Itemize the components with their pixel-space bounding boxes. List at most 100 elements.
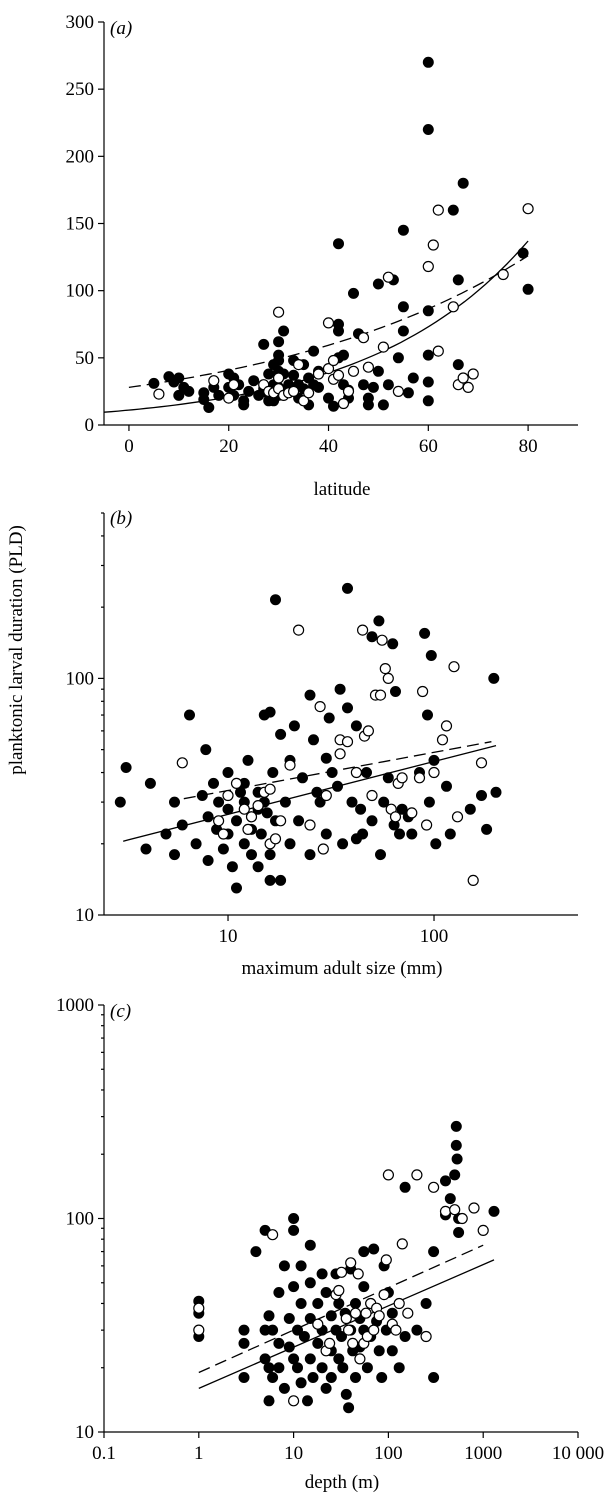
panel-c-point-filled [238, 1337, 250, 1349]
panel-a-point-open [457, 372, 469, 384]
panel-a-point-filled [422, 56, 434, 68]
panel-a-point-filled [407, 372, 419, 384]
panel-a-point-open [337, 397, 350, 410]
panel-c-letter: (c) [110, 1001, 131, 1022]
panel-c: (c) 10 100 1000 0.1 1 10 100 1000 10 000 depth (… [56, 995, 604, 1493]
panel-c-y-tick-label: 1000 [56, 995, 94, 1016]
panel-c-point-filled [399, 1181, 411, 1193]
panel-b-point-filled [270, 594, 281, 606]
panel-c-point-filled [263, 1310, 275, 1322]
panel-b-point-filled [169, 796, 180, 808]
panel-c-point-filled [238, 1372, 250, 1383]
panel-a-point-filled [203, 402, 215, 413]
panel-a-point-open [382, 271, 394, 283]
panel-c-point-open [428, 1181, 440, 1193]
panel-a-point-filled [422, 349, 434, 361]
panel-c-point-filled [278, 1260, 290, 1272]
panel-a-axes: 0 50 100 150 200 250 300 0 20 40 60 80 [66, 12, 578, 457]
panel-c-point-open [382, 1169, 394, 1181]
panel-c-point-open [477, 1224, 489, 1237]
panel-b-point-filled [255, 828, 267, 840]
panel-c-y-tick-label: 100 [66, 1209, 95, 1230]
panel-a-point-filled [338, 349, 349, 361]
panel-c-point-filled [428, 1246, 440, 1258]
panel-a-point-filled [248, 375, 260, 387]
panel-c-point-filled [316, 1268, 328, 1280]
panel-c-point-filled [283, 1313, 295, 1324]
panel-a-x-tick-label: 80 [519, 436, 538, 457]
panel-c-point-filled [368, 1243, 380, 1255]
panel-c-point-filled [376, 1372, 388, 1383]
panel-a-points [148, 56, 534, 413]
panel-c-point-filled [343, 1402, 355, 1414]
panel-b-point-filled [275, 874, 287, 886]
panel-b-point-open [467, 874, 479, 887]
panel-b-point-open [350, 766, 362, 779]
panel-b-point-filled [208, 777, 219, 789]
panel-b-point-open [440, 720, 453, 732]
panel-c-point-filled [450, 1120, 462, 1132]
panel-b-point-filled [196, 790, 208, 801]
panel-a-y-tick-label: 250 [66, 79, 95, 100]
panel-a-point-filled [367, 381, 379, 393]
panel-c-axes: 10 100 1000 0.1 1 10 100 1000 10 000 [56, 995, 604, 1464]
panel-b-point-filled [311, 786, 323, 798]
panel-b-point-filled [114, 796, 126, 808]
panel-a-point-filled [447, 204, 459, 216]
panel-a-point-filled [377, 399, 389, 411]
panel-c-point-filled [320, 1382, 332, 1394]
panel-b-x-tick-label: 100 [420, 926, 449, 947]
panel-a-y-tick-label: 300 [66, 12, 95, 33]
panel-c-point-filled [316, 1362, 328, 1374]
panel-a-fit-dashed [128, 255, 529, 389]
panel-b-x-tick-label: 10 [219, 926, 238, 947]
panel-a-point-open [322, 317, 335, 329]
panel-c-point-filled [358, 1246, 370, 1258]
panel-b-point-filled [120, 762, 132, 773]
panel-a-point-filled [397, 224, 409, 236]
panel-b-point-filled [488, 672, 500, 684]
panel-b-y-tick-label: 10 [75, 905, 94, 926]
panel-c-point-open [468, 1202, 480, 1214]
panel-a-point-filled [457, 177, 469, 189]
panel-a-y-tick-label: 50 [75, 348, 94, 369]
panel-c-point-open [449, 1204, 461, 1216]
panel-b-point-filled [390, 686, 401, 697]
panel-c-y-tick-label: 10 [75, 1422, 94, 1443]
panel-b-point-open [366, 789, 378, 802]
panel-c-point-filled [273, 1287, 285, 1298]
panel-a-point-filled [372, 278, 384, 290]
panel-b-point-open [362, 725, 374, 737]
panel-c-point-open [352, 1268, 364, 1280]
panel-c-fit-dashed [198, 1244, 484, 1374]
panel-c-point-filled [288, 1281, 300, 1293]
panel-a-point-open [208, 375, 220, 387]
panel-c-point-open [439, 1205, 452, 1218]
panel-b-point-open [396, 772, 408, 784]
panel-b-point-filled [231, 882, 242, 894]
panel-b-point-filled [373, 615, 385, 627]
panel-a-x-axis-title: latitude [314, 479, 371, 500]
panel-a-point-open [497, 268, 509, 281]
panel-b-point-filled [441, 780, 452, 792]
panel-b-point-open [245, 811, 258, 823]
panel-c-point-filled [263, 1395, 275, 1407]
panel-c-point-open [335, 1266, 348, 1278]
panel-b-point-filled [144, 777, 156, 789]
panel-a-point-open [392, 385, 404, 397]
panel-c-point-filled [292, 1324, 303, 1336]
panel-a-point-filled [402, 387, 414, 399]
panel-b-point-open [421, 819, 433, 831]
panel-c-point-filled [295, 1377, 307, 1389]
panel-c-point-open [288, 1395, 300, 1407]
panel-c-point-filled [337, 1362, 349, 1374]
panel-c-point-filled [267, 1324, 279, 1336]
panel-b-point-filled [320, 752, 332, 764]
panel-c-point-open [380, 1254, 392, 1266]
panel-c-point-filled [278, 1382, 290, 1394]
panel-c-point-open [333, 1284, 345, 1297]
panel-c-point-open [324, 1337, 336, 1350]
panel-b-point-filled [238, 838, 250, 850]
panel-a-point-open [427, 239, 439, 251]
panel-c-point-filled [304, 1239, 316, 1251]
